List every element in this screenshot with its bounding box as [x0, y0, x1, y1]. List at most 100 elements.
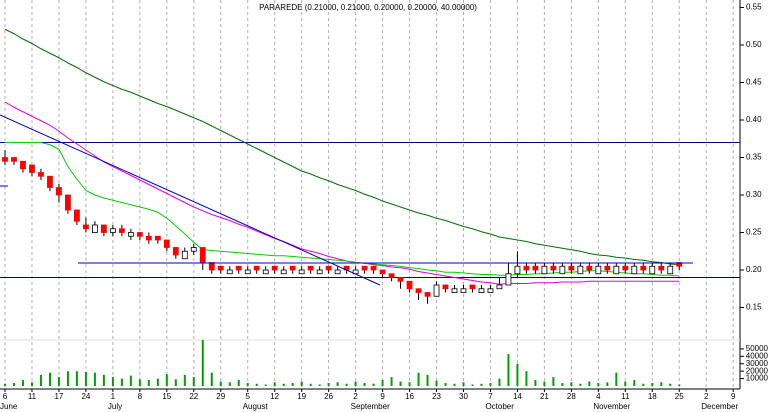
volume-bar — [282, 383, 285, 386]
volume-bar — [579, 383, 582, 386]
candle-body — [56, 187, 62, 196]
candle-body — [604, 265, 611, 271]
volume-bar — [354, 381, 357, 386]
volume-bar — [453, 383, 456, 386]
volume-bar — [570, 382, 573, 386]
y-tick-label: 0.25 — [746, 228, 762, 237]
candle-body — [109, 228, 116, 233]
volume-bar — [462, 382, 465, 386]
candle-body — [172, 247, 179, 256]
candle-body — [334, 269, 341, 275]
x-tick-label: 9 — [731, 392, 736, 401]
candle-body — [568, 265, 575, 271]
volume-bar — [417, 372, 420, 386]
candle-body — [622, 265, 629, 271]
candle-body — [415, 288, 422, 293]
candle-body — [406, 280, 413, 290]
candle-body — [397, 277, 404, 282]
volume-bar — [642, 383, 645, 386]
candle-body — [100, 224, 107, 233]
x-tick-label: 7 — [488, 392, 493, 401]
trend-line — [0, 114, 381, 286]
volume-bar — [309, 383, 312, 386]
x-tick-label: 9 — [380, 392, 385, 401]
x-tick-label: 11 — [28, 392, 37, 401]
x-tick-label: 24 — [81, 392, 90, 401]
candle-body — [649, 265, 656, 275]
volume-bar — [363, 383, 366, 386]
candle-body — [2, 157, 8, 162]
volume-bar — [138, 379, 141, 386]
volume-bar — [381, 380, 384, 386]
volume-bar — [516, 363, 519, 386]
candle-body — [208, 262, 215, 271]
x-tick-label: 12 — [270, 392, 279, 401]
volume-tick-label: 40000 — [746, 351, 769, 360]
candle-body — [190, 247, 197, 252]
candle-body — [487, 288, 494, 293]
volume-bar — [66, 371, 69, 386]
volume-bar — [336, 382, 339, 386]
candle-body — [379, 269, 386, 275]
x-tick-label: 14 — [513, 392, 522, 401]
volume-bar — [111, 377, 114, 386]
volume-bar — [471, 384, 474, 386]
candle-body — [74, 209, 80, 222]
volume-bar — [345, 383, 348, 386]
volume-bar — [444, 383, 447, 386]
x-tick-label: 11 — [621, 392, 630, 401]
candle-body — [271, 265, 278, 271]
x-tick-label: 2 — [353, 392, 358, 401]
x-tick-label: 21 — [540, 392, 549, 401]
x-tick-label: 17 — [54, 392, 63, 401]
volume-bar — [75, 371, 78, 386]
volume-bar — [30, 382, 33, 386]
volume-bar — [534, 380, 537, 386]
volume-bar — [12, 383, 15, 386]
volume-bar — [48, 372, 51, 386]
candle-body — [541, 265, 548, 275]
volume-bar — [237, 380, 240, 386]
candle-body — [613, 265, 620, 275]
candle-body — [298, 269, 305, 275]
volume-bar — [318, 384, 321, 386]
month-label: September — [351, 402, 390, 411]
x-tick-label: 25 — [675, 392, 684, 401]
y-tick-label: 0.50 — [746, 40, 762, 49]
volume-bar — [264, 384, 267, 386]
y-tick-label: 0.30 — [746, 190, 762, 199]
candle-body — [505, 273, 512, 286]
candle-body — [262, 269, 269, 275]
candle-body — [325, 265, 332, 271]
candle-body — [442, 284, 449, 290]
volume-bar — [327, 383, 330, 386]
candle-body — [289, 265, 296, 271]
candle-body — [667, 265, 674, 275]
candle-body — [307, 265, 314, 271]
candle-body — [433, 284, 440, 297]
volume-bar — [219, 381, 222, 386]
volume-bar — [156, 378, 159, 386]
x-tick-label: 28 — [567, 392, 576, 401]
candle-body — [532, 265, 539, 271]
volume-bar — [489, 383, 492, 386]
x-tick-label: 22 — [189, 392, 198, 401]
y-tick-label: 0.45 — [746, 78, 762, 87]
x-tick-label: 18 — [648, 392, 657, 401]
volume-bar — [372, 383, 375, 386]
candle-body — [370, 265, 377, 271]
volume-bar — [246, 383, 249, 386]
candle-body — [559, 265, 566, 275]
x-tick-label: 15 — [162, 392, 171, 401]
candle-body — [496, 284, 503, 290]
candle-body — [577, 265, 584, 275]
x-tick-label: 2 — [704, 392, 709, 401]
candle-body — [217, 265, 224, 271]
volume-bar — [597, 383, 600, 386]
volume-bar — [426, 374, 429, 386]
volume-bar — [57, 377, 60, 386]
volume-bar — [129, 375, 132, 386]
